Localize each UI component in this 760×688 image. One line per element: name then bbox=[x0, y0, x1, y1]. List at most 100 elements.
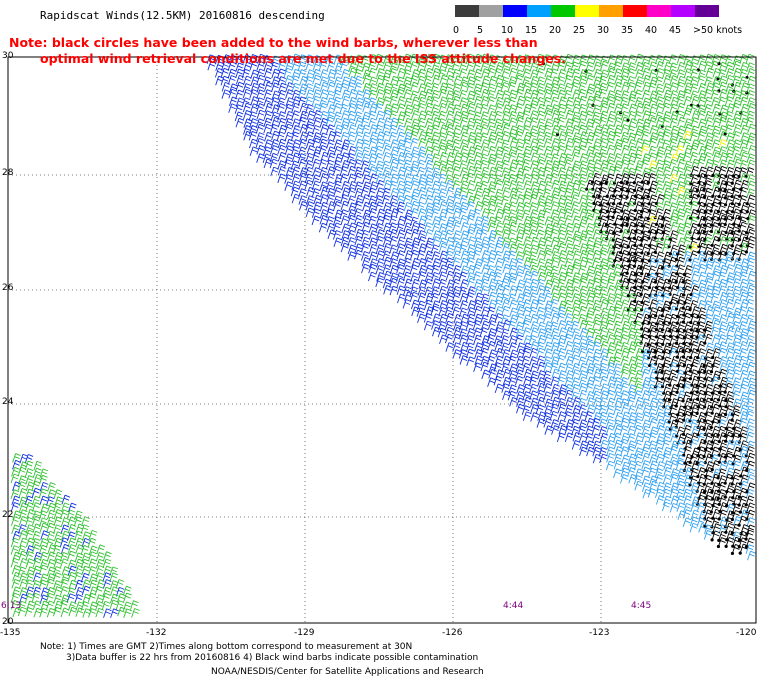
wind-barb bbox=[487, 145, 497, 156]
wind-barb bbox=[577, 88, 587, 99]
wind-barb bbox=[593, 68, 603, 79]
wind-barb bbox=[703, 144, 713, 155]
wind-barb bbox=[668, 158, 678, 169]
wind-barb bbox=[389, 103, 399, 113]
wind-barb bbox=[459, 139, 469, 149]
wind-barb bbox=[619, 75, 629, 85]
wind-barb bbox=[683, 160, 693, 171]
wind-barb bbox=[675, 145, 685, 155]
wind-barb bbox=[299, 110, 309, 121]
wind-barb bbox=[277, 89, 287, 100]
wind-barb bbox=[606, 74, 616, 85]
wind-barb bbox=[739, 151, 749, 162]
wind-barb bbox=[712, 146, 721, 157]
wind-barb bbox=[528, 103, 538, 113]
wind-barb bbox=[291, 110, 300, 120]
wind-barb bbox=[515, 116, 525, 127]
wind-barb bbox=[746, 62, 755, 72]
wind-barb bbox=[606, 102, 616, 113]
wind-barb bbox=[416, 61, 426, 71]
wind-barb bbox=[368, 146, 378, 156]
wind-barb bbox=[480, 172, 489, 183]
wind-barb bbox=[747, 389, 756, 400]
wind-barb bbox=[234, 111, 244, 122]
wind-barb bbox=[424, 167, 433, 177]
wind-barb bbox=[465, 152, 475, 163]
wind-barb bbox=[298, 180, 307, 190]
wind-barb bbox=[403, 228, 413, 239]
wind-barb bbox=[285, 97, 295, 107]
wind-barb bbox=[613, 271, 622, 281]
wind-barb bbox=[488, 166, 498, 177]
wind-barb bbox=[627, 54, 637, 65]
wind-barb bbox=[474, 124, 483, 135]
wind-barb bbox=[719, 152, 728, 162]
wind-barb bbox=[654, 90, 664, 100]
wind-barb bbox=[284, 123, 294, 134]
wind-barb bbox=[633, 81, 643, 92]
wind-barb bbox=[592, 229, 602, 239]
wind-barb bbox=[502, 104, 512, 114]
wind-barb bbox=[326, 146, 336, 156]
wind-barb bbox=[250, 96, 259, 106]
wind-barb bbox=[445, 74, 455, 85]
wind-barb bbox=[564, 131, 573, 142]
wind-barb bbox=[466, 356, 475, 366]
wind-barb bbox=[606, 152, 616, 163]
wind-barb bbox=[493, 67, 503, 78]
wind-barb bbox=[269, 123, 279, 134]
wind-barb bbox=[523, 180, 532, 190]
wind-barb bbox=[725, 298, 735, 309]
wind-barb bbox=[418, 173, 427, 184]
wind-barb bbox=[459, 180, 469, 191]
wind-barb bbox=[731, 102, 741, 113]
wind-barb bbox=[508, 104, 517, 114]
wind-barb bbox=[480, 123, 489, 134]
contamination-dot bbox=[738, 551, 742, 555]
wind-barb bbox=[375, 60, 385, 71]
wind-barb bbox=[388, 110, 398, 120]
wind-barb bbox=[53, 516, 63, 526]
wind-barb bbox=[732, 152, 742, 163]
wind-barb bbox=[655, 116, 665, 127]
wind-barb bbox=[122, 585, 132, 596]
wind-barb bbox=[648, 152, 657, 163]
wind-barb bbox=[438, 139, 447, 149]
wind-barb bbox=[284, 131, 294, 142]
wind-barb bbox=[613, 459, 623, 470]
wind-barb bbox=[473, 75, 482, 86]
wind-barb bbox=[417, 102, 426, 113]
wind-barb bbox=[389, 158, 399, 169]
wind-barb bbox=[220, 67, 230, 78]
wind-barb bbox=[640, 130, 650, 141]
wind-barb bbox=[613, 103, 623, 113]
wind-barb bbox=[628, 145, 637, 156]
footer-credit: NOAA/NESDIS/Center for Satellite Applica… bbox=[211, 667, 484, 677]
wind-barb bbox=[607, 180, 617, 190]
wind-barb bbox=[376, 68, 385, 78]
wind-barb bbox=[641, 153, 651, 163]
wind-barb bbox=[480, 95, 490, 106]
wind-barb bbox=[579, 69, 588, 79]
wind-barb bbox=[536, 110, 545, 121]
wind-barb bbox=[677, 158, 686, 169]
wind-barb bbox=[487, 181, 497, 191]
wind-barb bbox=[473, 151, 483, 162]
contamination-dot bbox=[604, 181, 608, 185]
wind-barb bbox=[418, 193, 427, 204]
wind-barb bbox=[306, 110, 316, 120]
wind-barb bbox=[374, 103, 384, 113]
wind-barb bbox=[536, 124, 546, 135]
wind-barb bbox=[641, 61, 650, 72]
wind-barb bbox=[600, 60, 609, 71]
wind-barb bbox=[564, 404, 574, 415]
wind-barb bbox=[697, 110, 706, 120]
wind-barb bbox=[551, 425, 560, 435]
wind-barb bbox=[487, 104, 496, 114]
wind-barb bbox=[543, 145, 553, 156]
wind-barb bbox=[530, 181, 539, 191]
wind-barb bbox=[515, 300, 525, 311]
wind-barb bbox=[304, 179, 314, 190]
wind-barb bbox=[515, 152, 525, 163]
wind-barb bbox=[487, 61, 497, 72]
